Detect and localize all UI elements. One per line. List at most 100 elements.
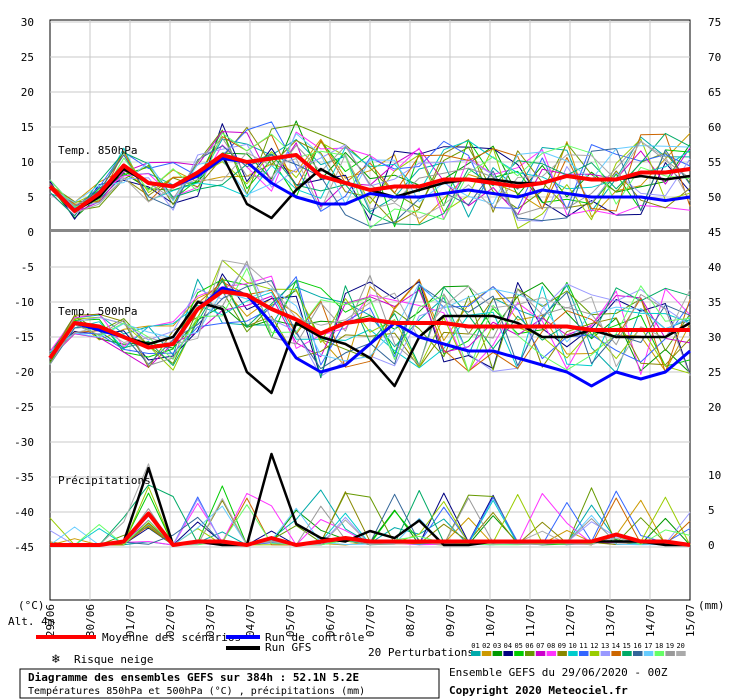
x-tick-label: 10/07 xyxy=(484,604,497,637)
perturbation-swatch xyxy=(525,651,535,656)
chart-subtitle: Températures 850hPa et 500hPa (°C) , pré… xyxy=(28,685,365,697)
x-tick-label: 14/07 xyxy=(644,604,657,637)
perturbation-id-label: 11 xyxy=(579,642,587,650)
perturbation-id-label: 04 xyxy=(504,642,512,650)
altitude-label: Alt. 4m xyxy=(8,615,55,628)
left-tick-label: -15 xyxy=(14,331,34,344)
right-tick-label: 65 xyxy=(708,86,721,99)
ensemble-member-line xyxy=(49,124,691,212)
perturbation-id-label: 03 xyxy=(493,642,501,650)
ensemble-label: Ensemble GEFS du 29/06/2020 - 00Z xyxy=(449,666,668,679)
legend-perturbations-label: 20 Perturbations xyxy=(368,646,474,659)
perturbation-legend: 01 02 03 04 05 06 07 08 09 10 11 12 13 14 15 16 17 18 19 20 xyxy=(471,642,686,656)
x-tick-label: 07/07 xyxy=(364,604,377,637)
x-tick-label: 11/07 xyxy=(524,604,537,637)
right-tick-label: 25 xyxy=(708,366,721,379)
right-tick-label: 40 xyxy=(708,261,721,274)
perturbation-swatch xyxy=(514,651,524,656)
left-tick-label: -30 xyxy=(14,436,34,449)
left-tick-label: 25 xyxy=(21,51,34,64)
perturbation-id-label: 12 xyxy=(590,642,598,650)
ensemble-member-line xyxy=(49,133,691,212)
panel-label-850: Temp. 850hPa xyxy=(58,144,137,157)
perturbation-id-label: 20 xyxy=(676,642,684,650)
snowflake-icon: ❄ xyxy=(51,652,60,667)
perturbation-swatch xyxy=(643,651,654,656)
x-tick-label: 06/07 xyxy=(324,604,337,637)
perturbation-swatch xyxy=(492,651,503,656)
x-tick-label: 04/07 xyxy=(244,604,257,637)
chart-title: Diagramme des ensembles GEFS sur 384h : … xyxy=(28,671,359,684)
right-tick-label: 20 xyxy=(708,401,721,414)
left-tick-label: 5 xyxy=(27,191,34,204)
legend-mean-label: Moyenne des scénarios xyxy=(102,631,241,644)
left-tick-label: -35 xyxy=(14,471,34,484)
left-tick-label: 15 xyxy=(21,121,34,134)
ensemble-member-line xyxy=(49,282,691,362)
perturbation-swatch xyxy=(665,651,675,656)
x-tick-label: 29/06 xyxy=(44,604,57,637)
panel-label-500: Temp. 500hPa xyxy=(58,305,137,318)
unit-left-label: (°C) xyxy=(18,599,45,612)
legend-snow-label: Risque neige xyxy=(74,653,153,666)
left-tick-label: 10 xyxy=(21,156,34,169)
ensemble-member-line xyxy=(49,121,691,212)
ensemble-member-line xyxy=(49,138,691,229)
series-line-mean-500hPa xyxy=(48,289,690,360)
perturbation-swatch xyxy=(481,651,492,656)
perturbation-swatch xyxy=(676,651,686,656)
perturbation-id-label: 16 xyxy=(633,642,641,650)
left-tick-label: -10 xyxy=(14,296,34,309)
left-axis: 30 25 20 15 10 5 0 -5 -10 -15 -20 -25 -30 -35 -40 -45 xyxy=(14,16,34,554)
left-tick-label: 20 xyxy=(21,86,34,99)
x-tick-label: 15/07 xyxy=(684,604,697,637)
series-line-mean-850hPa xyxy=(48,153,691,213)
perturbation-id-label: 06 xyxy=(525,642,533,650)
x-tick-label: 09/07 xyxy=(444,604,457,637)
perturbation-id-label: 02 xyxy=(482,642,490,650)
right-precip-tick-label: 5 xyxy=(708,504,715,517)
perturbation-id-label: 13 xyxy=(601,642,609,650)
perturbation-swatch xyxy=(546,651,557,656)
ensemble-member-line xyxy=(49,259,691,368)
right-tick-label: 70 xyxy=(708,51,721,64)
perturbation-id-label: 05 xyxy=(514,642,522,650)
right-tick-label: 45 xyxy=(708,226,721,239)
right-tick-label: 35 xyxy=(708,296,721,309)
x-tick-label: 01/07 xyxy=(124,604,137,637)
x-axis: 29/06 30/06 01/07 02/07 03/07 04/07 05/07 06/07… xyxy=(44,604,697,637)
ensemble-member-line xyxy=(49,126,691,224)
perturbation-swatch xyxy=(654,651,665,656)
perturbation-swatch xyxy=(471,651,481,656)
perturbation-swatch xyxy=(557,651,567,656)
perturbation-swatch xyxy=(600,651,611,656)
left-tick-label: -20 xyxy=(14,366,34,379)
left-tick-label: 0 xyxy=(27,226,34,239)
x-tick-label: 12/07 xyxy=(564,604,577,637)
x-tick-label: 13/07 xyxy=(604,604,617,637)
unit-right-label: (mm) xyxy=(698,599,725,612)
ensemble-member-line xyxy=(49,260,691,376)
perturbation-id-label: 08 xyxy=(547,642,555,650)
ensemble-member-line xyxy=(49,141,691,219)
info-box xyxy=(19,668,440,699)
right-precip-tick-label: 10 xyxy=(708,469,721,482)
panel-label-precip: Précipitations xyxy=(58,474,151,487)
right-precip-tick-label: 0 xyxy=(708,539,715,552)
perturbation-swatch xyxy=(622,651,632,656)
left-tick-label: 30 xyxy=(21,16,34,29)
left-tick-label: -5 xyxy=(21,261,34,274)
ensemble-member-line xyxy=(49,133,691,205)
perturbation-id-label: 01 xyxy=(471,642,479,650)
x-tick-label: 30/06 xyxy=(84,604,97,637)
perturbation-id-label: 10 xyxy=(568,642,576,650)
x-tick-label: 03/07 xyxy=(204,604,217,637)
perturbation-swatch xyxy=(568,651,578,656)
perturbation-id-label: 17 xyxy=(644,642,652,650)
perturbation-id-label: 07 xyxy=(536,642,544,650)
left-tick-label: -40 xyxy=(14,506,34,519)
perturbation-swatch xyxy=(535,651,546,656)
perturbation-swatch xyxy=(633,651,643,656)
